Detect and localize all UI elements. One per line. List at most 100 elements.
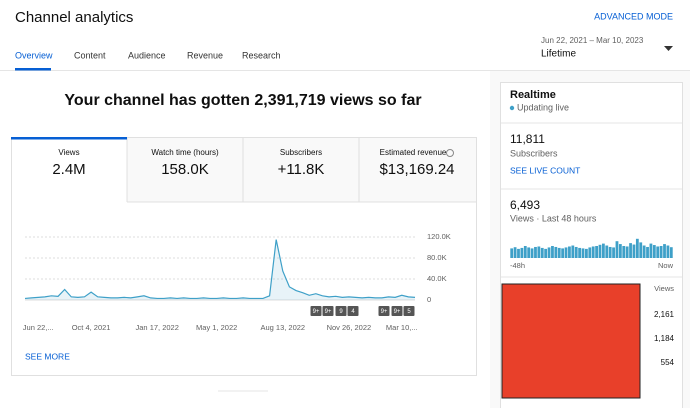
date-range: Jun 22, 2021 – Mar 10, 2023	[541, 36, 644, 45]
bar	[578, 247, 582, 258]
y-tick-label: 80.0K	[427, 253, 447, 262]
bar	[591, 246, 595, 258]
subscriber-count: 11,811	[510, 132, 545, 146]
redacted-axis-label: 554	[661, 358, 675, 367]
x-tick-label: Jan 17, 2022	[136, 323, 179, 332]
see-more[interactable]: SEE MORE	[25, 351, 70, 361]
redacted-axis-label: 2,161	[654, 310, 675, 319]
tab[interactable]: Revenue	[187, 50, 223, 60]
bar	[635, 238, 639, 258]
marker	[335, 306, 347, 316]
x-tick-label: May 1, 2022	[196, 323, 237, 332]
bar	[622, 246, 626, 258]
bar-end: Now	[658, 261, 674, 270]
period[interactable]: Lifetime	[541, 49, 576, 60]
bar	[540, 247, 544, 258]
x-tick-label: Mar 10,...	[386, 323, 418, 332]
advanced-mode[interactable]: ADVANCED MODE	[594, 11, 673, 21]
bar	[537, 246, 541, 258]
bar	[530, 248, 534, 258]
metric-indicator	[11, 137, 127, 140]
x-tick-label: Oct 4, 2021	[72, 323, 111, 332]
bar	[571, 245, 575, 258]
metric-label[interactable]: Estimated revenue	[380, 148, 447, 157]
marker-label: 9+	[381, 309, 388, 315]
bar	[510, 248, 514, 258]
bar	[632, 244, 636, 258]
bar	[557, 247, 561, 258]
dropdown-arrow[interactable]	[664, 46, 673, 51]
bar	[564, 247, 568, 258]
tab[interactable]: Research	[242, 50, 281, 60]
bar	[568, 246, 571, 258]
bar	[544, 248, 548, 258]
marker	[322, 306, 334, 316]
bar	[554, 246, 558, 258]
bar	[561, 248, 565, 258]
bar	[517, 248, 520, 258]
bar	[588, 247, 592, 258]
subscriber-label: Subscribers	[510, 148, 558, 158]
metric-value[interactable]: 158.0K	[161, 161, 209, 178]
bar	[652, 245, 656, 258]
x-tick-label: Nov 26, 2022	[327, 323, 372, 332]
bar	[605, 245, 609, 258]
bar	[513, 247, 517, 258]
marker	[310, 306, 322, 316]
tab-indicator	[15, 68, 51, 71]
y-tick-label: 40.0K	[427, 274, 447, 283]
tab[interactable]: Overview	[15, 50, 53, 60]
tab[interactable]: Audience	[128, 50, 166, 60]
metric-label[interactable]: Views	[58, 148, 79, 157]
bar	[659, 246, 663, 258]
bar	[642, 245, 646, 258]
bar	[629, 243, 632, 258]
bar	[598, 244, 602, 258]
bar	[574, 246, 578, 258]
metric-value[interactable]: 2.4M	[52, 161, 85, 178]
bar	[595, 246, 598, 258]
marker	[403, 306, 415, 316]
live-dot	[509, 105, 515, 111]
bar	[547, 247, 551, 258]
info-icon[interactable]	[446, 149, 454, 157]
bar	[663, 244, 666, 258]
bar	[646, 246, 649, 258]
bar	[527, 247, 531, 258]
bar	[615, 241, 619, 258]
x-tick-label: Aug 13, 2022	[260, 323, 305, 332]
bar	[666, 245, 670, 258]
metric-value[interactable]: +11.8K	[278, 161, 325, 178]
marker-label: 9	[339, 309, 343, 315]
bar	[585, 248, 588, 258]
area	[25, 239, 415, 300]
y-tick-label: 120.0K	[427, 232, 451, 241]
marker	[347, 306, 359, 316]
bar	[601, 243, 605, 258]
marker-label: 9+	[325, 309, 332, 315]
redacted-axis-label: 1,184	[654, 334, 675, 343]
page-title: Channel analytics	[15, 9, 133, 26]
x-tick-label: Jun 22,...	[23, 323, 54, 332]
redacted-area	[501, 283, 641, 399]
marker-label: 9+	[313, 309, 320, 315]
marker-label: 9+	[394, 309, 401, 315]
metric-label[interactable]: Watch time (hours)	[151, 148, 219, 157]
bar	[639, 242, 643, 258]
metric-label[interactable]: Subscribers	[280, 148, 322, 157]
views-label: Views · Last 48 hours	[510, 213, 597, 223]
bar	[649, 243, 653, 258]
marker-label: 4	[351, 309, 355, 315]
bar	[534, 246, 537, 258]
line	[24, 239, 416, 300]
metric-value[interactable]: $13,169.24	[379, 161, 454, 178]
y-tick-label: 0	[427, 295, 431, 304]
see-live-count[interactable]: SEE LIVE COUNT	[510, 165, 580, 175]
bar-start: -48h	[510, 261, 525, 270]
bar	[612, 247, 615, 258]
redacted-axis-label: Views	[654, 284, 674, 293]
tab[interactable]: Content	[74, 50, 106, 60]
bar	[618, 244, 622, 258]
